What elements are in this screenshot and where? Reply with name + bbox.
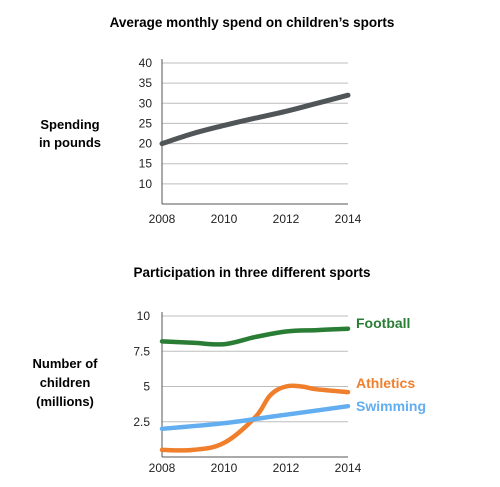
chart-1-x-tick-label: 2012 — [273, 212, 300, 226]
chart-2-series-football-line — [159, 326, 351, 347]
chart-1-x-tick-label: 2010 — [211, 212, 238, 226]
chart-1-title: Average monthly spend on children’s spor… — [110, 15, 395, 30]
chart-2-y-tick-label: 7.5 — [133, 344, 150, 358]
chart-2-ylabel-line: Number of — [33, 356, 99, 371]
chart-2-series-athletics-label: Athletics — [356, 375, 415, 391]
chart-1-y-tick-label: 30 — [139, 96, 153, 110]
chart-1-series-spend-line — [159, 92, 351, 147]
chart-1-x-tick-label: 2014 — [335, 212, 362, 226]
chart-2-y-tick-label: 2.5 — [133, 415, 150, 429]
chart-2-series-swimming-label: Swimming — [356, 398, 426, 414]
chart-1-ylabel-line: in pounds — [39, 135, 101, 150]
chart-2-ylabel-line: (millions) — [36, 394, 94, 409]
chart-2-title: Participation in three different sports — [133, 265, 370, 280]
chart-1-y-tick-label: 20 — [139, 137, 153, 151]
chart-2-x-tick-label: 2010 — [211, 461, 238, 475]
chart-2-y-tick-label: 10 — [137, 309, 151, 323]
chart-2-series-football-label: Football — [356, 315, 410, 331]
chart-2-x-tick-label: 2012 — [273, 461, 300, 475]
chart-1-y-tick-label: 10 — [139, 177, 153, 191]
chart-2-x-tick-label: 2008 — [149, 461, 176, 475]
chart-1-x-tick-label: 2008 — [149, 212, 176, 226]
chart-2-x-tick-label: 2014 — [335, 461, 362, 475]
chart-1-y-tick-label: 35 — [139, 76, 153, 90]
chart-2-y-tick-label: 5 — [143, 380, 150, 394]
chart-1-y-tick-label: 25 — [139, 116, 153, 130]
chart-1-y-tick-label: 40 — [139, 56, 153, 70]
chart-2-series-athletics-line — [159, 383, 351, 453]
chart-2-ylabel-line: children — [40, 375, 91, 390]
chart-1-y-tick-label: 15 — [139, 157, 153, 171]
chart-2-series-swimming-line — [159, 403, 351, 432]
chart-1-ylabel-line: Spending — [40, 117, 99, 132]
